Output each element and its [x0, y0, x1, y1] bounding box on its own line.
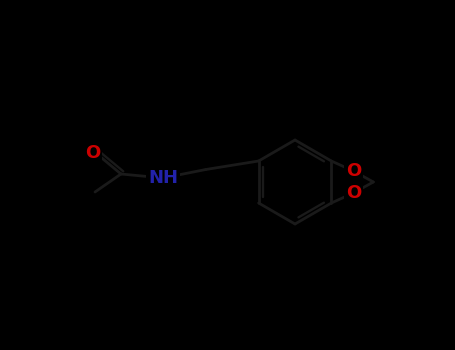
Text: O: O: [346, 184, 361, 202]
Text: O: O: [346, 162, 361, 180]
Text: O: O: [86, 144, 101, 162]
Text: NH: NH: [148, 169, 178, 187]
